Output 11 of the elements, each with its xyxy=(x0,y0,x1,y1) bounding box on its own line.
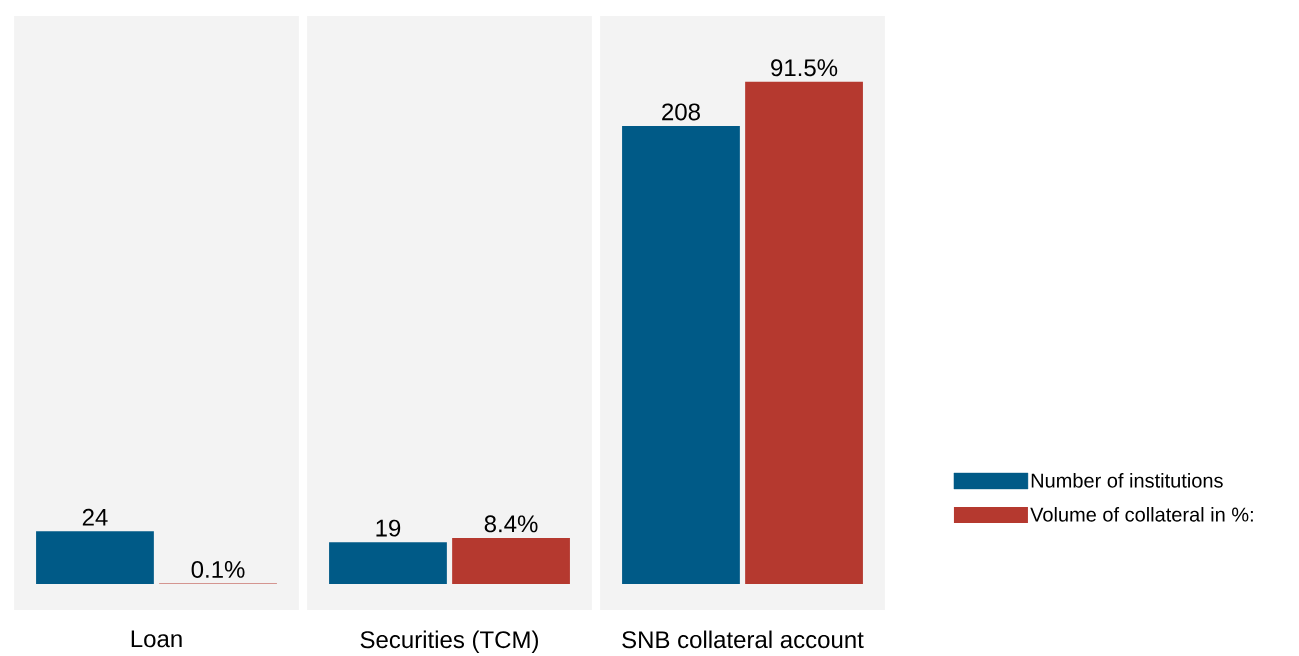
legend-label: Volume of collateral in %: xyxy=(1030,506,1253,522)
data-label: 208 xyxy=(662,103,700,121)
data-label: 91.5% xyxy=(771,59,838,77)
data-label: 24 xyxy=(82,508,108,526)
legend-label: Number of institutions xyxy=(1031,472,1223,488)
x-tick-label: Securities (TCM) xyxy=(360,630,538,653)
x-tick-label: Loan xyxy=(131,630,182,648)
x-tick-label: SNB collateral account xyxy=(622,630,864,649)
data-label: 19 xyxy=(376,519,401,537)
data-label: 8.4% xyxy=(484,515,538,533)
data-label: 0.1% xyxy=(191,560,245,578)
